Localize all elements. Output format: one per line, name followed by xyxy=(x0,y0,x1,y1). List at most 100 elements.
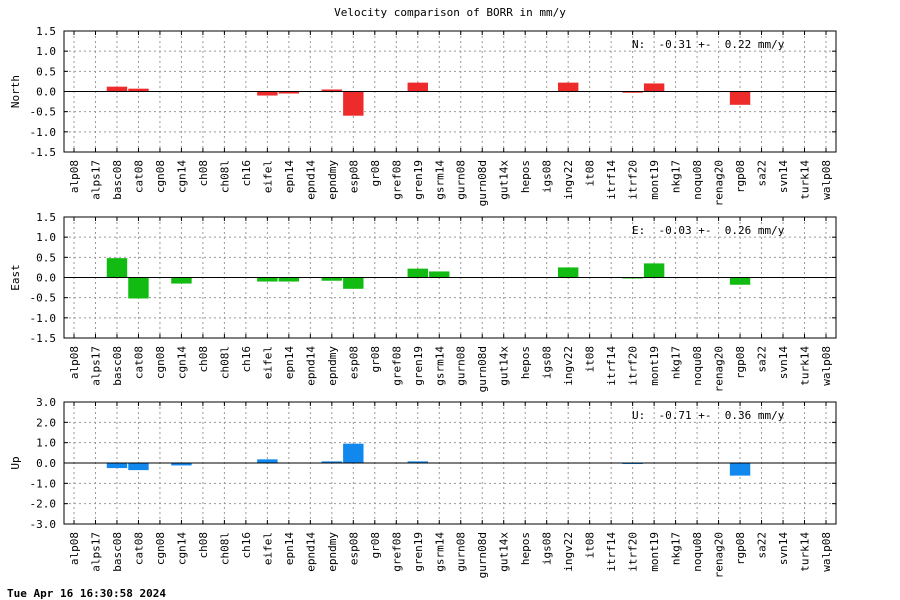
up-bar-epndmy xyxy=(321,461,343,463)
up-ytick-label: -2.0 xyxy=(30,498,57,511)
up-ytick-label: 1.0 xyxy=(36,437,56,450)
up-xtick-label-gurn08d: gurn08d xyxy=(476,532,489,578)
up-xtick-label-igs08: igs08 xyxy=(541,532,554,565)
up-xtick-label-walp08: walp08 xyxy=(820,532,833,572)
up-xtick-label-turk14: turk14 xyxy=(799,532,812,572)
up-ytick-label: 2.0 xyxy=(36,416,56,429)
north-xtick-label-esp08: esp08 xyxy=(347,160,360,193)
east-xtick-label-epnd14: epnd14 xyxy=(304,346,317,386)
up-xtick-label-gsrm14: gsrm14 xyxy=(433,532,446,572)
east-bar-cat08 xyxy=(128,277,149,299)
east-xtick-label-turk14: turk14 xyxy=(799,346,812,386)
up-xtick-label-cgn08: cgn08 xyxy=(154,532,167,565)
up-xtick-label-gr08: gr08 xyxy=(369,532,382,559)
up-xtick-label-epn14: epn14 xyxy=(283,532,296,565)
east-xtick-label-ch08l: ch08l xyxy=(218,346,231,379)
north-xtick-label-gut14x: gut14x xyxy=(498,160,511,200)
up-xtick-label-ingv22: ingv22 xyxy=(562,532,575,572)
up-xtick-label-esp08: esp08 xyxy=(347,532,360,565)
north-xtick-label-cgn14: cgn14 xyxy=(175,160,188,193)
east-xtick-label-itrf20: itrf20 xyxy=(627,346,640,386)
east-ytick-label: 1.5 xyxy=(36,211,56,224)
east-xtick-label-epn14: epn14 xyxy=(283,346,296,379)
east-xtick-label-mont19: mont19 xyxy=(648,346,661,386)
north-xtick-label-epnd14: epnd14 xyxy=(304,160,317,200)
east-bar-gsrm14 xyxy=(429,271,450,278)
up-xtick-label-renag20: renag20 xyxy=(713,532,726,578)
east-xtick-label-gren19: gren19 xyxy=(412,346,425,386)
north-xtick-label-gurn08d: gurn08d xyxy=(476,160,489,206)
up-bar-basc08 xyxy=(106,463,128,469)
east-axis-label: East xyxy=(9,264,22,291)
east-ytick-label: 0.5 xyxy=(36,251,56,264)
north-axis-label: North xyxy=(9,75,22,108)
up-bar-gren19 xyxy=(407,461,428,463)
chart-title: Velocity comparison of BORR in mm/y xyxy=(334,6,566,19)
north-xtick-label-alps17: alps17 xyxy=(89,160,102,200)
east-xtick-label-gr08: gr08 xyxy=(369,346,382,373)
north-bar-basc08 xyxy=(106,86,128,92)
east-xtick-label-svn14: svn14 xyxy=(777,346,790,379)
north-bar-itrf20 xyxy=(622,91,643,93)
up-bar-rgp08 xyxy=(729,463,751,476)
up-xtick-label-cgn14: cgn14 xyxy=(175,532,188,565)
north-xtick-label-igs08: igs08 xyxy=(541,160,554,193)
north-xtick-label-gref08: gref08 xyxy=(390,160,403,200)
up-xtick-label-gren19: gren19 xyxy=(412,532,425,572)
up-xtick-label-eifel: eifel xyxy=(261,532,274,565)
east-ytick-label: -1.5 xyxy=(30,332,57,345)
north-xtick-label-ingv22: ingv22 xyxy=(562,160,575,200)
east-bar-eifel xyxy=(257,277,278,282)
up-ytick-label: -1.0 xyxy=(30,477,57,490)
up-xtick-label-alps17: alps17 xyxy=(89,532,102,572)
up-xtick-label-ch08l: ch08l xyxy=(218,532,231,565)
north-bar-eifel xyxy=(257,91,278,96)
north-ytick-label: 1.0 xyxy=(36,45,56,58)
up-bar-cgn14 xyxy=(171,463,192,466)
up-xtick-label-itrf14: itrf14 xyxy=(605,532,618,572)
up-xtick-label-it08: it08 xyxy=(584,532,597,559)
east-bar-mont19 xyxy=(643,263,665,278)
east-xtick-label-cgn08: cgn08 xyxy=(154,346,167,379)
east-xtick-label-gref08: gref08 xyxy=(390,346,403,386)
north-xtick-label-gr08: gr08 xyxy=(369,160,382,187)
north-bar-ingv22 xyxy=(557,82,579,92)
up-xtick-label-gut14x: gut14x xyxy=(498,532,511,572)
north-xtick-label-it08: it08 xyxy=(584,160,597,187)
up-xtick-label-ch08: ch08 xyxy=(197,532,210,559)
east-xtick-label-gurn08d: gurn08d xyxy=(476,346,489,392)
north-xtick-label-nkg17: nkg17 xyxy=(670,160,683,193)
north-bar-esp08 xyxy=(343,91,364,116)
up-xtick-label-nkg17: nkg17 xyxy=(670,532,683,565)
east-stats-annotation: E: -0.03 +- 0.26 mm/y xyxy=(632,224,785,237)
up-xtick-label-gurn08: gurn08 xyxy=(455,532,468,572)
up-xtick-label-epnd14: epnd14 xyxy=(304,532,317,572)
east-ytick-label: -0.5 xyxy=(30,292,57,305)
east-bar-esp08 xyxy=(343,277,364,289)
north-ytick-label: -1.5 xyxy=(30,146,57,159)
north-bar-gren19 xyxy=(407,82,428,92)
east-xtick-label-cgn14: cgn14 xyxy=(175,346,188,379)
east-bar-epn14 xyxy=(278,277,300,282)
north-xtick-label-noqu08: noqu08 xyxy=(691,160,704,200)
up-xtick-label-svn14: svn14 xyxy=(777,532,790,565)
north-bar-rgp08 xyxy=(729,91,751,105)
up-xtick-label-ch16: ch16 xyxy=(240,532,253,559)
east-xtick-label-rgp08: rgp08 xyxy=(734,346,747,379)
up-xtick-label-mont19: mont19 xyxy=(648,532,661,572)
east-ytick-label: 1.0 xyxy=(36,231,56,244)
north-xtick-label-ch08l: ch08l xyxy=(218,160,231,193)
up-bar-esp08 xyxy=(343,443,364,463)
north-xtick-label-epndmy: epndmy xyxy=(326,160,339,200)
north-xtick-label-gurn08: gurn08 xyxy=(455,160,468,200)
up-ytick-label: -3.0 xyxy=(30,518,57,531)
north-xtick-label-svn14: svn14 xyxy=(777,160,790,193)
up-xtick-label-itrf20: itrf20 xyxy=(627,532,640,572)
up-xtick-label-noqu08: noqu08 xyxy=(691,532,704,572)
east-xtick-label-gurn08: gurn08 xyxy=(455,346,468,386)
east-xtick-label-gut14x: gut14x xyxy=(498,346,511,386)
east-ytick-label: 0.0 xyxy=(36,272,56,285)
up-xtick-label-hepos: hepos xyxy=(519,532,532,565)
east-xtick-label-sa22: sa22 xyxy=(756,346,769,373)
